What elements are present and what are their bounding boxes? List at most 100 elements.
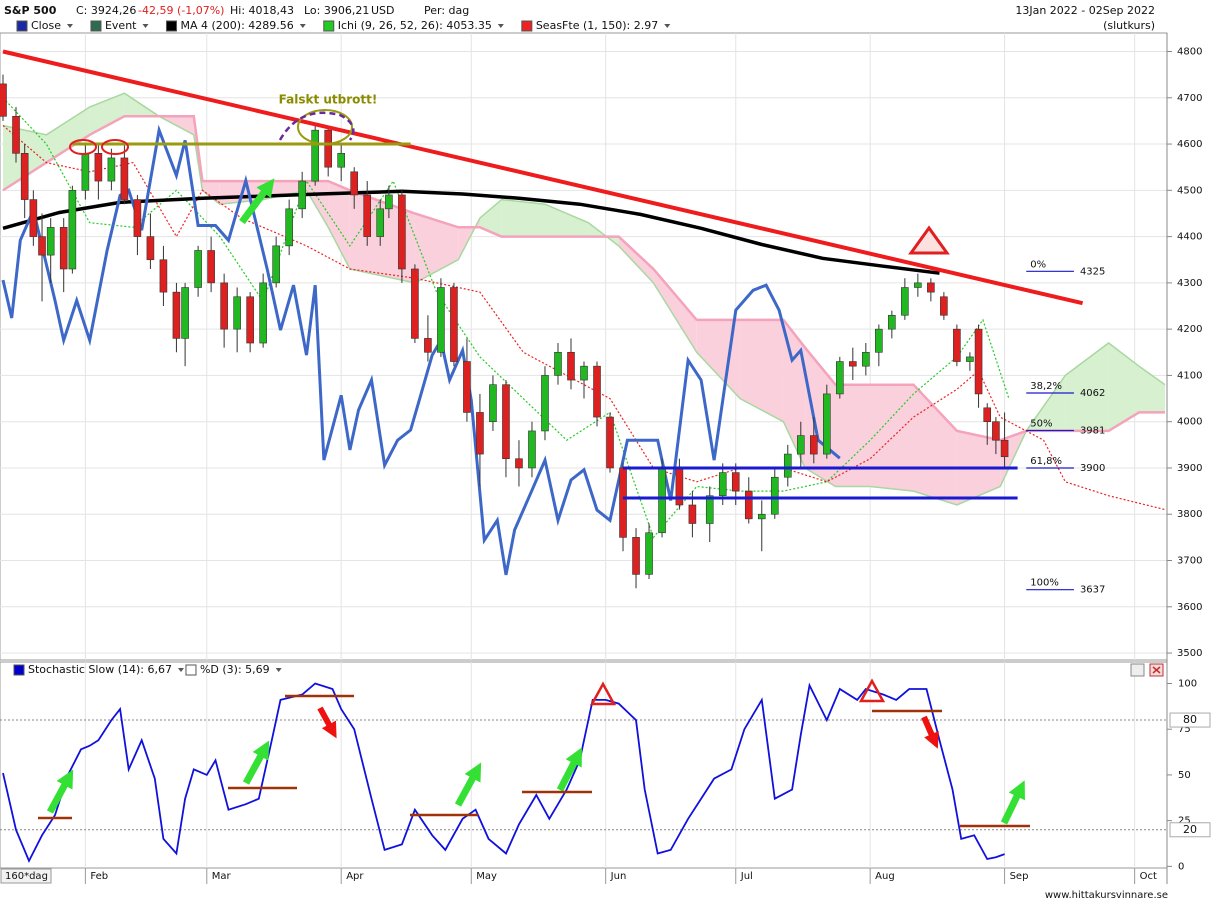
triangle — [858, 678, 886, 703]
cloud — [1138, 366, 1165, 413]
fib-value: 4062 — [1080, 388, 1105, 399]
legend-label: %D (3): 5,69 — [200, 663, 270, 676]
close-icon — [1152, 666, 1161, 674]
cloud — [618, 236, 654, 283]
fib-label: 100% — [1030, 578, 1059, 589]
cloud — [783, 319, 806, 468]
y-tick-label: 3700 — [1177, 556, 1202, 567]
fib-label: 61,8% — [1030, 456, 1062, 467]
legend-label: Ichi (9, 26, 52, 26): 4053.35 — [338, 19, 492, 32]
date-range: 13Jan 2022 - 02Sep 2022 — [1015, 4, 1155, 17]
candle-body — [554, 351, 562, 376]
level-label: 80 — [1183, 713, 1197, 726]
ellipse — [69, 139, 97, 155]
candle-body — [476, 412, 484, 455]
candle-body — [298, 180, 306, 210]
y-tick-label: 4300 — [1177, 278, 1202, 289]
legend-label: Close — [31, 19, 61, 32]
candle-body — [376, 208, 385, 237]
legend-swatch — [521, 20, 533, 32]
candle-body — [120, 157, 129, 200]
legend-swatch — [90, 20, 102, 32]
candle-body — [29, 199, 38, 237]
legend-label: Stochastic Slow (14): 6,67 — [28, 663, 172, 676]
candle-body — [46, 227, 55, 256]
settings-button[interactable] — [1130, 663, 1145, 677]
cloud — [544, 204, 589, 237]
x-tick-label: Jul — [740, 871, 753, 882]
candle-body — [541, 375, 549, 432]
candle-body — [68, 190, 77, 270]
chart-title: S&P 500 — [4, 4, 57, 17]
candle-body — [744, 490, 753, 520]
candle-body — [731, 472, 740, 492]
legend-label: SeasFte (1, 150): 2.97 — [536, 19, 658, 32]
cloud — [479, 199, 502, 237]
plot-layer: 3500 3600 3700 3800 3900 4000 4100 4200 4300 4400… — [0, 33, 1211, 884]
tenkan-line — [2, 97, 1010, 539]
x-tick-label: May — [476, 871, 497, 882]
candle-body — [515, 458, 523, 469]
candle-body — [272, 245, 280, 284]
candle-body — [133, 199, 142, 237]
candle-body — [0, 83, 7, 117]
candle-body — [324, 129, 332, 168]
candle-body — [489, 384, 497, 422]
candle-body — [658, 467, 666, 534]
candle-body — [632, 537, 640, 575]
ellipse — [297, 109, 353, 145]
legend-dropdown — [66, 24, 73, 28]
candle-body — [606, 416, 614, 469]
y-tick-label: 3800 — [1177, 509, 1202, 520]
candle-body — [849, 361, 857, 367]
y-tick-label: 4600 — [1177, 139, 1202, 150]
candle-body — [398, 194, 406, 270]
close-price: C: 3924,26 — [76, 4, 136, 17]
legend-swatch — [13, 664, 25, 676]
candle-body — [411, 268, 419, 339]
arrow — [921, 715, 939, 749]
candle-body — [385, 194, 393, 210]
candle-body — [966, 356, 974, 362]
arrow — [454, 762, 482, 807]
y-tick-label: 50 — [1178, 770, 1191, 781]
candle-body — [875, 328, 883, 353]
y-tick-label: 3900 — [1177, 463, 1202, 474]
candle-body — [688, 504, 697, 524]
y-tick-label: 4000 — [1177, 417, 1202, 428]
legend-dropdown — [299, 24, 306, 28]
candle-body — [940, 296, 948, 316]
arrow — [239, 178, 275, 225]
level-box — [1169, 822, 1211, 838]
source: www.hittakursvinnare.se — [1045, 890, 1168, 900]
price-type: (slutkurs) — [1103, 19, 1155, 32]
cloud — [913, 384, 957, 505]
cloud — [835, 384, 871, 487]
annotation: Falskt utbrott! — [279, 93, 378, 107]
y-tick-label: 75 — [1178, 724, 1191, 735]
candle-body — [567, 351, 575, 381]
y-tick-label: 4700 — [1177, 93, 1202, 104]
candle-body — [350, 171, 359, 196]
period-label: 160*dag — [5, 871, 48, 882]
cloud — [588, 222, 619, 246]
cloud-span-b — [2, 115, 1165, 442]
legend-swatch — [165, 20, 177, 32]
candle-body — [59, 227, 68, 270]
period-box — [0, 868, 52, 884]
ma-line — [2, 189, 940, 275]
candle-body — [580, 365, 588, 381]
candle-body — [233, 296, 241, 330]
arrow — [242, 740, 270, 785]
cloud — [653, 268, 697, 353]
candle-body — [718, 472, 727, 497]
stochastic-line — [2, 682, 1005, 864]
arc — [278, 111, 355, 141]
legend-dropdown — [664, 24, 671, 28]
candle-body — [809, 435, 818, 455]
candle-body — [593, 365, 601, 418]
cloud — [89, 93, 125, 135]
candle-body — [94, 153, 103, 182]
candle-body — [12, 115, 20, 154]
y-tick-label: 4100 — [1177, 370, 1202, 381]
